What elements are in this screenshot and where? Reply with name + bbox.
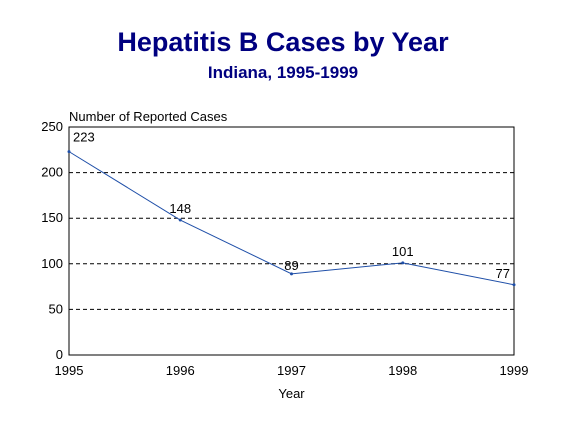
x-tick-label: 1995 — [55, 363, 84, 378]
y-axis-label: Number of Reported Cases — [69, 109, 228, 124]
y-tick-label: 250 — [41, 119, 63, 134]
y-tick-label: 150 — [41, 210, 63, 225]
data-label: 148 — [169, 201, 191, 216]
data-point — [178, 218, 182, 222]
data-label: 101 — [392, 244, 414, 259]
x-tick-label: 1999 — [500, 363, 529, 378]
x-tick-label: 1998 — [388, 363, 417, 378]
data-label: 77 — [496, 266, 510, 281]
plot-frame — [68, 126, 515, 356]
x-tick-label: 1997 — [277, 363, 306, 378]
y-tick-label: 200 — [41, 165, 63, 180]
x-axis-label: Year — [278, 386, 305, 401]
chart-subtitle: Indiana, 1995-1999 — [207, 63, 359, 82]
y-tick-label: 50 — [49, 301, 63, 316]
chart-title: Hepatitis B Cases by Year — [117, 27, 449, 57]
data-label: 89 — [284, 258, 298, 273]
data-point — [67, 150, 71, 154]
y-tick-label: 0 — [56, 347, 63, 362]
x-tick-label: 1996 — [166, 363, 195, 378]
data-label: 223 — [73, 130, 95, 145]
data-point — [401, 261, 405, 265]
data-point — [512, 283, 516, 287]
data-point — [290, 272, 293, 276]
y-tick-label: 100 — [41, 256, 63, 271]
